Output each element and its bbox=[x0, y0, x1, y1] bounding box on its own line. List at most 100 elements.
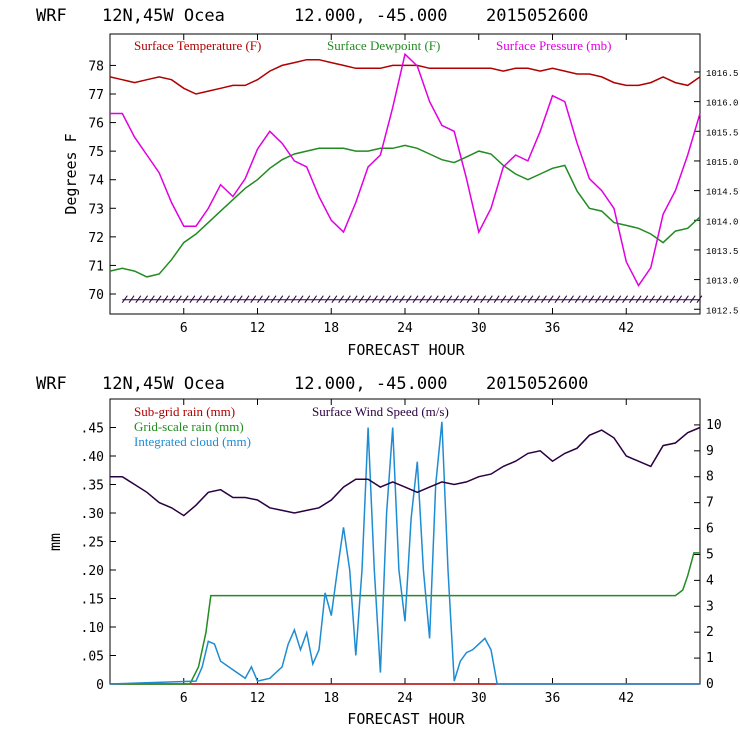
wind-barb bbox=[547, 295, 554, 304]
wind-barb bbox=[419, 295, 426, 304]
wind-barb bbox=[439, 295, 446, 304]
wind-barb bbox=[405, 295, 412, 304]
wind-barb bbox=[175, 295, 182, 304]
wind-barb bbox=[534, 295, 541, 304]
series-line-surface-pressure bbox=[110, 52, 701, 287]
wind-barb bbox=[311, 295, 317, 304]
wind-barb bbox=[277, 295, 284, 304]
left-y-tick-label: .10 bbox=[81, 621, 104, 636]
wind-barb bbox=[642, 295, 649, 304]
wind-barb bbox=[385, 295, 392, 304]
left-y-tick-label: 78 bbox=[88, 59, 104, 74]
right-y-tick-label: 7 bbox=[706, 496, 714, 511]
wind-barb bbox=[486, 295, 493, 304]
wind-barb bbox=[493, 295, 500, 304]
x-tick-label: 36 bbox=[545, 691, 561, 706]
wind-barb bbox=[290, 295, 297, 304]
wind-barb bbox=[561, 295, 568, 304]
wind-barb bbox=[148, 295, 155, 304]
wind-barb bbox=[203, 295, 209, 304]
wind-barb bbox=[250, 295, 257, 304]
bottom-y-axis-label: mm bbox=[46, 533, 64, 551]
wind-barb bbox=[541, 295, 547, 304]
wind-barb bbox=[588, 295, 595, 304]
wind-barb bbox=[527, 295, 534, 304]
wind-barb bbox=[459, 295, 466, 304]
x-tick-label: 30 bbox=[471, 691, 487, 706]
wind-barb bbox=[121, 295, 128, 304]
right-y-tick-label: 2 bbox=[706, 625, 714, 640]
wind-barb bbox=[426, 295, 432, 304]
x-tick-label: 6 bbox=[180, 321, 188, 336]
wind-barb bbox=[622, 295, 628, 304]
left-y-tick-label: .30 bbox=[81, 507, 104, 522]
left-y-tick-label: .20 bbox=[81, 564, 104, 579]
wind-barb bbox=[317, 295, 324, 304]
wind-barb bbox=[128, 295, 135, 304]
bottom-header-location: 12N,45W Ocea bbox=[102, 374, 225, 394]
top-legend: Surface Temperature (F) Surface Dewpoint… bbox=[134, 38, 612, 53]
wind-barb bbox=[574, 295, 581, 304]
x-tick-label: 12 bbox=[250, 321, 266, 336]
wind-barb bbox=[365, 295, 372, 304]
wind-barb bbox=[230, 295, 236, 304]
wind-barb bbox=[358, 295, 365, 304]
wind-barb bbox=[412, 295, 419, 304]
left-y-tick-label: 70 bbox=[88, 288, 104, 303]
wind-barb bbox=[155, 295, 162, 304]
wind-barb bbox=[581, 295, 588, 304]
right-y-tick-label: 5 bbox=[706, 547, 714, 562]
bottom-header-coordinates: 12.000, -45.000 bbox=[294, 374, 448, 394]
left-y-tick-label: .15 bbox=[81, 593, 104, 608]
x-tick-label: 18 bbox=[323, 691, 339, 706]
legend-surface-pressure: Surface Pressure (mb) bbox=[496, 38, 612, 53]
wind-barb bbox=[432, 295, 439, 304]
wind-barb bbox=[331, 295, 338, 304]
top-y-axis-label: Degrees F bbox=[62, 133, 80, 214]
x-tick-label: 24 bbox=[397, 321, 413, 336]
wind-barb bbox=[351, 295, 358, 304]
legend-surface-dewpoint: Surface Dewpoint (F) bbox=[327, 38, 440, 53]
left-y-tick-label: .35 bbox=[81, 479, 104, 494]
right-y-tick-label: 3 bbox=[706, 599, 714, 614]
wind-barb bbox=[284, 295, 290, 304]
wind-barb bbox=[696, 295, 703, 304]
wind-barb bbox=[378, 295, 385, 304]
wind-barb bbox=[453, 295, 459, 304]
left-y-tick-label: 72 bbox=[88, 231, 104, 246]
top-header-location: 12N,45W Ocea bbox=[102, 6, 225, 26]
x-tick-label: 42 bbox=[618, 321, 634, 336]
bottom-header-date: 2015052600 bbox=[486, 374, 588, 394]
wind-barb bbox=[480, 295, 487, 304]
top-right-y-ticks: 1012.5 1013.0 1013.5 1014.0 1014.5 1015.0 1015… bbox=[694, 69, 738, 316]
left-y-tick-label: 75 bbox=[88, 145, 104, 160]
left-y-tick-label: .45 bbox=[81, 422, 104, 437]
wind-barb bbox=[189, 295, 196, 304]
top-header-coordinates: 12.000, -45.000 bbox=[294, 6, 448, 26]
bottom-header: WRF 12N,45W Ocea 12.000, -45.000 2015052… bbox=[36, 374, 588, 394]
right-y-tick-label: 0 bbox=[706, 677, 714, 692]
right-y-tick-label: 9 bbox=[706, 444, 714, 459]
top-header: WRF 12N,45W Ocea 12.000, -45.000 2015052… bbox=[36, 6, 588, 26]
wind-barb bbox=[520, 295, 527, 304]
bottom-right-y-ticks: 0 1 2 3 4 5 6 7 8 9 10 bbox=[694, 418, 722, 692]
right-y-tick-label: 1014.5 bbox=[706, 188, 738, 198]
left-y-tick-label: 74 bbox=[88, 174, 104, 189]
wind-barb bbox=[324, 295, 331, 304]
wind-barb bbox=[635, 295, 642, 304]
x-tick-label: 42 bbox=[618, 691, 634, 706]
wind-barb bbox=[344, 295, 351, 304]
wind-barb bbox=[513, 295, 520, 304]
wind-barb bbox=[236, 295, 243, 304]
wind-barb bbox=[500, 295, 507, 304]
wind-barb bbox=[446, 295, 453, 304]
wind-barb bbox=[507, 295, 514, 304]
right-y-tick-label: 1013.0 bbox=[706, 277, 738, 287]
right-y-tick-label: 1016.0 bbox=[706, 99, 738, 109]
series-line-integrated-cloud bbox=[109, 421, 700, 685]
wind-barb bbox=[209, 295, 216, 304]
left-y-tick-label: 0 bbox=[96, 678, 104, 693]
wind-barb bbox=[473, 295, 480, 304]
left-y-tick-label: .40 bbox=[81, 450, 104, 465]
right-y-tick-label: 1016.5 bbox=[706, 69, 738, 79]
